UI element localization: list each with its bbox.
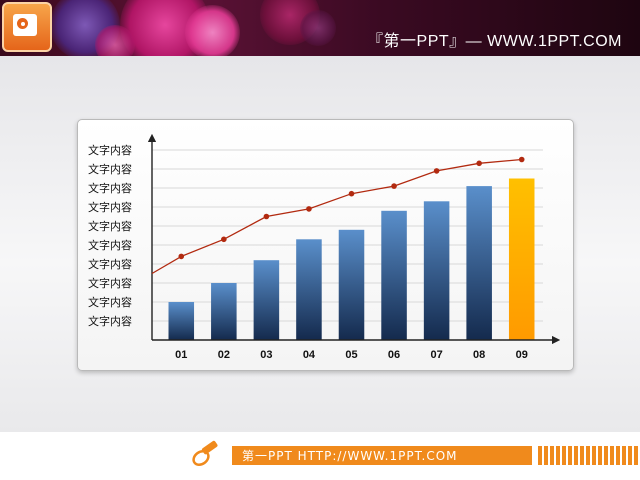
x-tick-label: 06: [388, 349, 400, 361]
bar-03: [253, 260, 280, 340]
y-tick-label: 文字内容: [88, 257, 132, 271]
chart-panel: 文字内容 文字内容 文字内容 文字内容 文字内容 文字内容 文字内容 文字内容 文字内容 文字内容…: [77, 119, 574, 371]
trend-point: [221, 236, 227, 243]
footer-bar: [232, 446, 532, 465]
x-tick-label: 01: [175, 349, 187, 361]
bar-08: [466, 186, 492, 340]
x-tick-label: 05: [345, 349, 357, 361]
y-tick-label: 文字内容: [88, 238, 132, 252]
trend-point: [348, 190, 355, 197]
footer-stripes: [538, 446, 638, 465]
trend-point: [263, 213, 270, 220]
y-tick-label: 文字内容: [88, 276, 132, 290]
powerpoint-logo-icon: [2, 2, 52, 52]
bar-07: [423, 201, 450, 340]
x-tick-label: 04: [303, 349, 316, 361]
y-tick-label: 文字内容: [88, 314, 132, 328]
x-tick-label: 03: [260, 349, 272, 361]
trend-point: [518, 156, 525, 163]
y-tick-label: 文字内容: [88, 162, 132, 176]
trend-point: [476, 160, 482, 167]
trend-point: [178, 253, 185, 260]
y-tick-label: 文字内容: [88, 295, 132, 309]
trend-point: [433, 168, 440, 174]
bar-04: [296, 239, 322, 340]
pencil-icon: [192, 440, 218, 466]
bar-01: [168, 302, 195, 340]
bar-05: [338, 229, 365, 340]
x-tick-label: 09: [516, 349, 528, 361]
header-banner: 『第一PPT』— WWW.1PPT.COM: [0, 0, 640, 56]
y-tick-label: 文字内容: [88, 200, 132, 214]
x-tick-label: 08: [473, 349, 485, 361]
bar-09: [508, 178, 535, 340]
bar-02: [211, 283, 237, 340]
footer-text: 第一PPT HTTP://WWW.1PPT.COM: [242, 449, 458, 463]
x-tick-label: 07: [430, 349, 442, 361]
header-brand-text: 『第一PPT』— WWW.1PPT.COM: [367, 33, 622, 50]
bar-06: [381, 210, 407, 340]
x-tick-label: 02: [218, 349, 230, 361]
trend-point: [306, 206, 312, 212]
trend-point: [391, 183, 397, 189]
trend-line: [151, 158, 522, 275]
y-tick-label: 文字内容: [88, 219, 132, 233]
y-tick-label: 文字内容: [88, 181, 132, 195]
y-tick-label: 文字内容: [88, 143, 132, 157]
bar-line-chart: 文字内容文字内容文字内容文字内容文字内容文字内容文字内容文字内容文字内容文字内容…: [88, 133, 561, 361]
